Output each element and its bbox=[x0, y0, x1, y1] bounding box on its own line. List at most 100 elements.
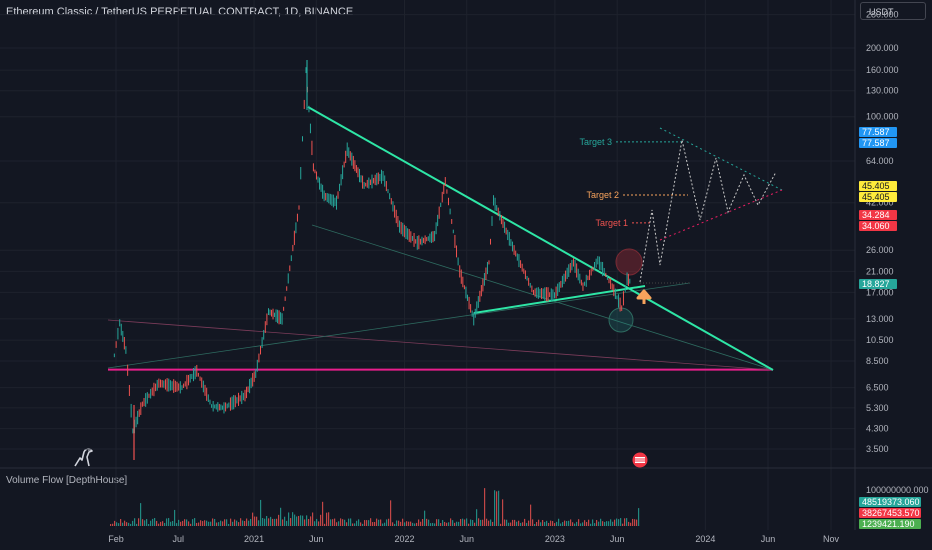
x-tick-label: Jun bbox=[610, 534, 625, 544]
y-tick-label: 5.300 bbox=[866, 403, 889, 413]
volume-bar bbox=[120, 519, 122, 526]
volume-bar bbox=[478, 518, 480, 526]
volume-bar bbox=[460, 519, 462, 526]
price-tag-label: 77.587 bbox=[862, 138, 890, 148]
volume-bar bbox=[484, 488, 486, 526]
volume-bar bbox=[266, 515, 268, 526]
highlight-circle bbox=[615, 248, 643, 276]
volume-bar bbox=[514, 519, 516, 526]
volume-bar bbox=[628, 521, 630, 526]
volume-bar bbox=[322, 501, 324, 526]
volume-bar bbox=[422, 519, 424, 526]
volume-bar bbox=[416, 522, 418, 526]
volume-bar bbox=[232, 521, 234, 526]
flag-icon[interactable] bbox=[631, 452, 649, 473]
volume-bar bbox=[224, 519, 226, 526]
volume-bar bbox=[482, 519, 484, 526]
volume-bar bbox=[472, 520, 474, 526]
volume-bar bbox=[168, 518, 170, 526]
y-tick-label: 160.000 bbox=[866, 65, 899, 75]
volume-bar bbox=[464, 519, 466, 526]
volume-bar bbox=[186, 519, 188, 526]
volume-bar bbox=[130, 523, 132, 526]
volume-bar bbox=[110, 523, 112, 526]
volume-bar bbox=[638, 508, 640, 526]
volume-bar bbox=[468, 523, 470, 526]
currency-selector[interactable]: USDT bbox=[860, 2, 926, 20]
volume-bar bbox=[342, 519, 344, 526]
volume-bar bbox=[456, 521, 458, 526]
volume-bar bbox=[452, 520, 454, 526]
volume-bar bbox=[142, 519, 144, 526]
volume-bar bbox=[462, 518, 464, 526]
volume-bar bbox=[560, 523, 562, 526]
volume-bar bbox=[286, 520, 288, 526]
volume-bar bbox=[512, 519, 514, 526]
volume-bar bbox=[476, 509, 478, 526]
volume-bar bbox=[418, 519, 420, 526]
volume-bar bbox=[500, 523, 502, 526]
volume-bar bbox=[636, 519, 638, 526]
volume-bar bbox=[264, 518, 266, 526]
volume-bar bbox=[146, 519, 148, 526]
volume-bar bbox=[220, 520, 222, 526]
volume-bar bbox=[440, 523, 442, 526]
volume-bar bbox=[442, 520, 444, 526]
y-tick-label: 10.500 bbox=[866, 335, 894, 345]
volume-bar bbox=[504, 519, 506, 526]
volume-bar bbox=[162, 521, 164, 526]
volume-bar bbox=[386, 519, 388, 526]
highlight-circle bbox=[608, 307, 634, 333]
volume-bar bbox=[170, 521, 172, 526]
y-tick-label: 280.000 bbox=[866, 10, 899, 20]
volume-bar bbox=[492, 521, 494, 526]
volume-bar bbox=[508, 522, 510, 526]
volume-bar bbox=[140, 503, 142, 526]
volume-bar bbox=[390, 500, 392, 526]
volume-bar bbox=[598, 521, 600, 526]
volume-bar bbox=[398, 520, 400, 526]
target-label: Target 1 bbox=[595, 218, 628, 228]
volume-bar bbox=[420, 521, 422, 526]
target-label: Target 2 bbox=[586, 190, 619, 200]
volume-tag bbox=[859, 519, 921, 529]
volume-bar bbox=[502, 499, 504, 526]
volume-bar bbox=[272, 518, 274, 526]
volume-bar bbox=[292, 512, 294, 526]
volume-bar bbox=[366, 520, 368, 526]
volume-bar bbox=[298, 515, 300, 526]
y-tick-label: 64.000 bbox=[866, 156, 894, 166]
x-tick-label: Jun bbox=[309, 534, 324, 544]
volume-bar bbox=[578, 519, 580, 526]
volume-bar bbox=[546, 520, 548, 526]
volume-bar bbox=[250, 518, 252, 526]
volume-bar bbox=[114, 520, 116, 526]
volume-bar bbox=[624, 518, 626, 526]
volume-bar bbox=[406, 521, 408, 526]
volume-bar bbox=[574, 523, 576, 526]
volume-tag bbox=[859, 508, 921, 518]
volume-bar bbox=[352, 523, 354, 526]
volume-bar bbox=[196, 522, 198, 526]
volume-bar bbox=[450, 518, 452, 526]
volume-bar bbox=[328, 512, 330, 526]
volume-bar bbox=[144, 520, 146, 526]
volume-bar bbox=[242, 520, 244, 526]
volume-bar bbox=[208, 521, 210, 526]
volume-bar bbox=[188, 521, 190, 526]
volume-bar bbox=[260, 499, 262, 526]
volume-bar bbox=[600, 518, 602, 526]
volume-bar bbox=[118, 523, 120, 526]
indicator-label[interactable]: Volume Flow [DepthHouse] bbox=[6, 475, 128, 486]
volume-bar bbox=[348, 518, 350, 526]
volume-bar bbox=[324, 523, 326, 526]
volume-bar bbox=[134, 518, 136, 526]
volume-bar bbox=[564, 520, 566, 526]
volume-bar bbox=[542, 520, 544, 526]
volume-bar bbox=[566, 521, 568, 526]
volume-bar bbox=[414, 523, 416, 526]
volume-bar bbox=[606, 521, 608, 526]
volume-bar bbox=[306, 515, 308, 526]
volume-bar bbox=[550, 520, 552, 526]
